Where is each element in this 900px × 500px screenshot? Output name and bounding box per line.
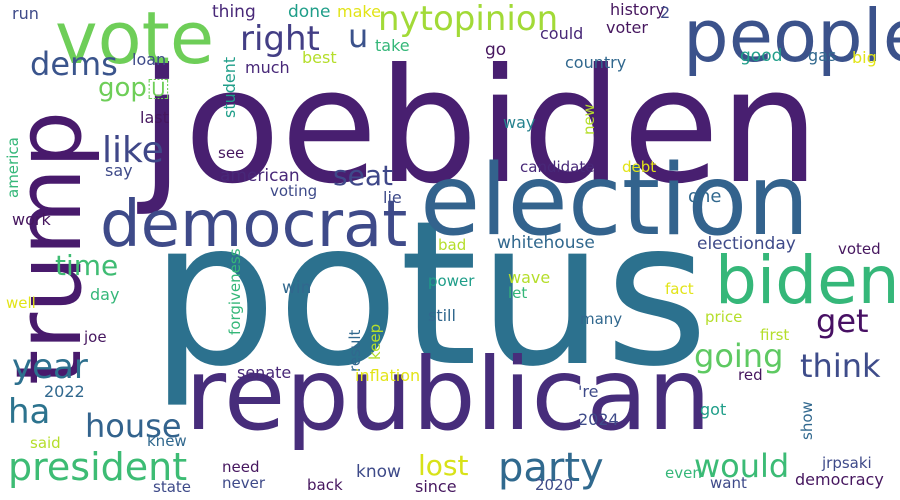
word-even: even (665, 464, 702, 482)
word-nytopinion: nytopinion (378, 0, 559, 39)
word-need: need (222, 458, 260, 476)
word-vote: vote (55, 0, 215, 80)
word-since: since (415, 477, 457, 496)
word-re: 're (578, 382, 599, 401)
word-forgiveness: forgiveness (226, 248, 244, 335)
word-voted: voted (838, 240, 881, 258)
word-student: student (220, 56, 239, 118)
word-potus: potus (150, 178, 709, 411)
word-knew: knew (147, 432, 187, 450)
word-red: red (738, 366, 763, 384)
word-get: get (816, 302, 869, 340)
word-much: much (245, 58, 290, 77)
word-y2020: 2020 (535, 476, 574, 494)
word-electionday: electionday (697, 234, 796, 254)
word-run: run (12, 4, 39, 23)
word-make: make (337, 2, 381, 21)
word-joe: joe (84, 328, 107, 346)
word-biden: biden (715, 242, 900, 319)
word-y2022: 2022 (44, 382, 85, 401)
word-voting: voting (270, 182, 318, 200)
word-whitehouse: whitehouse (497, 233, 595, 253)
word-many: many (580, 310, 623, 328)
word-ha: ha (8, 392, 51, 432)
word-lost: lost (418, 449, 469, 482)
word-go: go (485, 40, 507, 60)
word-first: first (760, 326, 790, 344)
word-think: think (800, 347, 881, 385)
word-want: want (710, 474, 747, 492)
word-like: like (102, 130, 164, 171)
word-party: party (498, 445, 604, 491)
word-house: house (85, 407, 182, 445)
word-well: well (6, 294, 36, 312)
word-big: big (852, 48, 877, 67)
word-inflation: inflation (355, 366, 421, 385)
word-election: election (420, 144, 810, 258)
word-senate: senate (237, 363, 292, 382)
word-gas: gas (808, 46, 837, 65)
word-back: back (307, 476, 343, 494)
word-new: new (580, 103, 598, 135)
word-seat: seat (333, 159, 393, 192)
word-bad: bad (438, 236, 467, 254)
word-power: power (428, 272, 475, 290)
word-jrpsaki: jrpsaki (822, 454, 872, 472)
word-debt: debt (622, 158, 657, 176)
word-american: american (220, 166, 300, 186)
word-democracy: democracy (795, 470, 884, 489)
word-going: going (694, 337, 784, 375)
word-joebiden: joebiden (140, 35, 820, 219)
word-price: price (705, 308, 743, 326)
word-win: win (282, 278, 312, 298)
word-never: never (222, 474, 266, 492)
word-see: see (218, 144, 245, 162)
word-take: take (375, 36, 410, 55)
word-let: let (508, 284, 528, 302)
word-country: country (565, 53, 627, 72)
word-work: work (12, 210, 51, 229)
word-done: done (288, 2, 331, 22)
word-wave: wave (508, 268, 551, 287)
word-people: people (683, 0, 900, 78)
word-last: last (140, 108, 169, 127)
word-gop: gop🇺 (98, 73, 170, 103)
word-said: said (30, 434, 61, 452)
word-u: u (348, 17, 369, 55)
word-way: way (503, 113, 536, 132)
word-day: day (90, 285, 120, 304)
word-could: could (540, 24, 584, 43)
word-fact: fact (665, 280, 694, 298)
word-voter: voter (606, 18, 648, 37)
word-y2024: 2024 (578, 410, 619, 429)
word-say: say (105, 161, 133, 180)
word-candidate: candidate (520, 158, 595, 176)
word-keep: keep (366, 323, 384, 360)
word-right: right (240, 19, 320, 59)
word-democrat: democrat (100, 188, 408, 262)
word-america: america (4, 137, 22, 198)
word-would: would (694, 447, 790, 485)
word-show: show (798, 401, 816, 440)
word-one: one (688, 186, 722, 207)
word-republican: republican (185, 336, 711, 453)
word-president: president (8, 445, 188, 489)
word-time: time (55, 249, 119, 282)
word-state: state (153, 478, 191, 496)
word-year: year (12, 347, 88, 387)
word-loan: loan (132, 50, 167, 69)
word-thing: thing (212, 2, 256, 22)
word-best: best (302, 48, 337, 67)
word-still: still (428, 306, 456, 325)
word-lie: lie (383, 188, 402, 207)
word-history: history (610, 0, 666, 19)
word-got: got (700, 400, 727, 419)
word-two: 2 (660, 3, 671, 22)
word-good: good (740, 46, 783, 66)
word-dems: dems (30, 45, 118, 83)
word-know: know (356, 462, 401, 482)
